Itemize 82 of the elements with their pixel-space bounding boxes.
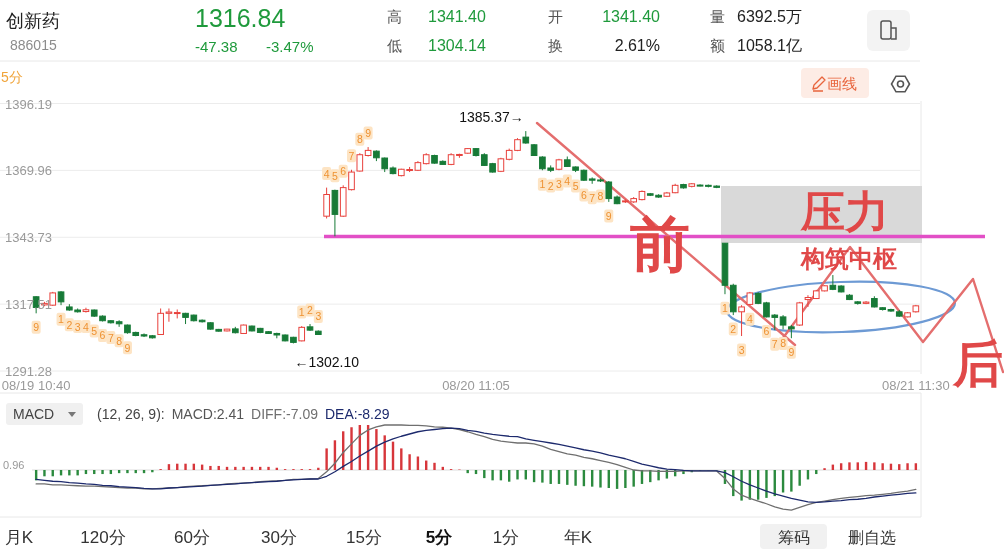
text: -47.38: [195, 37, 238, 55]
text: 15分: [346, 527, 382, 547]
text: 5: [91, 324, 98, 337]
text: 9: [124, 341, 131, 354]
annotation: 压力: [800, 186, 889, 236]
text: 8: [116, 334, 123, 347]
text: 7: [589, 191, 596, 204]
x-tick-label: 08/21 11:30: [881, 377, 950, 393]
chart-subtitle: (12, 26, 9):: [97, 406, 165, 422]
text: 1分: [492, 527, 520, 547]
text: 高: [387, 7, 402, 25]
text: 1341.40: [428, 7, 486, 25]
text: 1341.40: [602, 7, 661, 25]
text: 1: [722, 302, 728, 315]
text: -3.47%: [266, 37, 314, 55]
annotation: ←1302.10: [294, 354, 360, 371]
y-tick-label: 1396.19: [5, 96, 52, 111]
text: 创新药: [6, 11, 60, 31]
text: 8: [597, 190, 604, 203]
text: 1: [298, 306, 305, 319]
annotation: 1385.37→: [459, 109, 524, 126]
text: 1: [539, 178, 546, 191]
text: 0.96: [3, 459, 25, 471]
y-tick-label: 1291.28: [5, 363, 52, 379]
text: 5: [331, 169, 338, 182]
text: 4: [746, 313, 753, 326]
text: 换: [548, 36, 563, 54]
text: 1: [58, 313, 64, 326]
text: 3: [738, 344, 745, 357]
text: 开: [548, 7, 563, 25]
text: 后: [952, 336, 1003, 392]
text: 3: [74, 320, 81, 333]
text: 9: [365, 127, 372, 140]
text: 1058.1亿: [737, 36, 802, 54]
text: 月K: [4, 527, 34, 547]
text: 6: [99, 329, 106, 342]
text: DIFF:-7.09: [251, 406, 319, 422]
text: 3: [556, 178, 562, 191]
text: 画线: [827, 74, 857, 92]
y-tick-label: 1369.96: [5, 162, 52, 178]
y-tick-label: 1343.73: [5, 229, 52, 245]
text: 2: [547, 180, 554, 193]
text: 7: [348, 149, 355, 162]
text: 2: [307, 304, 313, 317]
text: 4: [83, 320, 89, 333]
text: 1304.14: [428, 36, 486, 54]
text: 1316.84: [195, 4, 286, 32]
text: 低: [387, 36, 402, 54]
text: 9: [788, 346, 795, 359]
text: 量: [710, 7, 725, 25]
x-tick-label: 08/20 11:05: [442, 377, 510, 393]
text: 年K: [563, 527, 593, 547]
text: 886015: [10, 37, 57, 53]
text: 2.61%: [614, 36, 660, 54]
text: 9: [33, 321, 40, 334]
text: 筹码: [778, 528, 810, 546]
text: 7: [771, 338, 778, 351]
text: 30分: [261, 527, 297, 547]
text: 7: [107, 331, 114, 344]
x-tick-label: 08/19 10:40: [1, 377, 71, 393]
text: 4: [323, 167, 330, 180]
text: 8: [780, 337, 786, 350]
chart-title: MACD: [13, 406, 55, 422]
text: 8: [356, 133, 363, 146]
text: 120分: [80, 527, 126, 547]
text: 2: [730, 323, 737, 336]
text: 3: [315, 310, 322, 323]
text: 5分: [1, 69, 23, 85]
text: 6392.5万: [737, 7, 802, 25]
series-label: DEA:-8.29: [324, 406, 390, 422]
text: MACD:2.41: [171, 406, 245, 422]
text: 6: [580, 188, 587, 201]
text: 5分: [425, 527, 454, 547]
text: 6: [340, 165, 347, 178]
text: 60分: [174, 527, 210, 547]
text: 9: [605, 209, 612, 222]
text: 2: [66, 318, 73, 331]
text: 删自选: [848, 528, 896, 546]
text: 6: [763, 325, 770, 338]
text: 额: [710, 36, 725, 54]
text: 5: [572, 180, 579, 193]
text: 4: [564, 174, 571, 187]
